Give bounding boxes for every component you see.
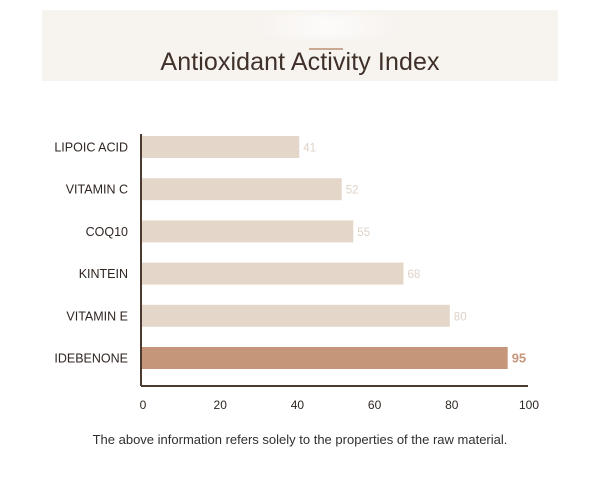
banner-ghost-text [252,14,402,38]
bar-lipoic-acid [141,136,300,158]
bar-vitamin-c [141,178,342,201]
x-tick-label-40: 40 [291,398,305,412]
title-banner: Antioxidant Activity Index [42,10,558,81]
chart-title: Antioxidant Activity Index [160,48,440,76]
category-label-vitamin-c: VITAMIN C [66,183,128,197]
bar-kintein [141,262,404,285]
bar-idebenone [141,347,508,369]
x-tick-label-20: 20 [214,398,228,412]
bar-coq10 [141,220,354,243]
category-label-vitamin-e: VITAMIN E [66,309,128,323]
category-label-kintein: KINTEIN [79,267,128,281]
value-label-vitamin-c: 52 [346,185,359,197]
value-label-kintein: 68 [407,269,420,281]
footnote: The above information refers solely to t… [92,432,508,447]
value-label-idebenone: 95 [512,351,526,366]
value-label-coq10: 55 [357,227,370,239]
category-label-idebenone: IDEBENONE [54,352,128,366]
x-tick-label-60: 60 [368,398,382,412]
value-label-lipoic-acid: 41 [303,143,316,155]
bar-vitamin-e [141,304,450,327]
x-tick-label-0: 0 [140,398,147,412]
category-label-lipoic-acid: LIPOIC ACID [54,141,128,155]
value-label-vitamin-e: 80 [454,311,467,323]
category-label-coq10: COQ10 [86,225,128,239]
x-tick-label-100: 100 [519,398,539,412]
x-tick-label-80: 80 [445,398,459,412]
title-accent-line [309,48,343,50]
